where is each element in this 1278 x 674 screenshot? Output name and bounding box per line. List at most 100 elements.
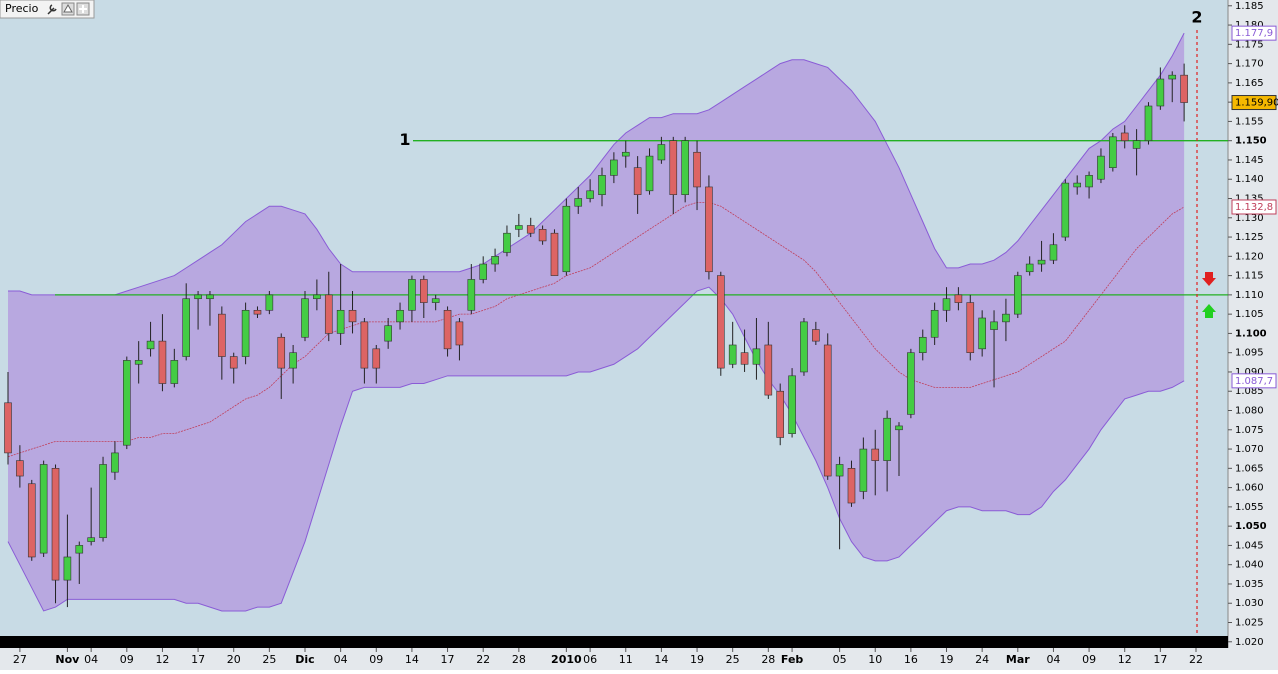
y-tick-label: 1.150: [1235, 136, 1267, 147]
x-tick-label: 10: [868, 653, 882, 666]
x-tick-label: 27: [13, 653, 27, 666]
bottom-bar: [0, 636, 1228, 648]
candle-body: [764, 344, 773, 396]
candle-body: [1025, 263, 1034, 273]
candle-body: [990, 321, 998, 330]
y-tick-label: 1.185: [1235, 1, 1264, 12]
candle-body: [396, 309, 404, 323]
candle-body: [63, 556, 72, 581]
x-tick-label: 14: [405, 653, 419, 666]
candle-body: [883, 417, 891, 461]
wrench-icon[interactable]: [47, 4, 57, 15]
x-tick-label: 16: [904, 653, 918, 666]
candle-body: [752, 348, 761, 365]
x-tick-label: 04: [1046, 653, 1060, 666]
candle-body: [681, 140, 689, 195]
y-tick-label: 1.080: [1235, 406, 1264, 417]
candle-body: [1144, 105, 1153, 141]
candle-body: [1061, 182, 1070, 238]
x-tick-label: 04: [334, 653, 348, 666]
price-tag-label: 1.177,9: [1235, 28, 1273, 39]
marker-label: 2: [1191, 8, 1202, 27]
candle-body: [942, 298, 951, 311]
price-tag: [1231, 25, 1277, 41]
x-tick-label: 28: [512, 653, 526, 666]
candle-body: [408, 279, 416, 311]
x-tick-label: 17: [191, 653, 205, 666]
candle-body: [503, 232, 511, 253]
candle-body: [134, 360, 143, 365]
x-tick-label: 04: [84, 653, 98, 666]
candle-body: [1002, 313, 1010, 323]
candle-body: [954, 294, 963, 303]
y-tick-label: 1.050: [1235, 521, 1267, 532]
y-tick-label: 1.120: [1235, 251, 1264, 262]
y-tick-label: 1.040: [1235, 560, 1264, 571]
x-tick-label: 09: [1082, 653, 1096, 666]
candle-body: [324, 294, 333, 334]
candle-body: [823, 344, 832, 477]
band-line: [7, 286, 1185, 612]
y-tick-label: 1.045: [1235, 540, 1264, 551]
candle-body: [443, 309, 452, 350]
candle-body: [146, 340, 155, 350]
candle-body: [384, 325, 392, 342]
band-line: [7, 201, 1185, 458]
candle-body: [75, 545, 84, 554]
candle-body: [455, 321, 464, 346]
y-tick-label: 1.175: [1235, 39, 1264, 50]
candle-body: [265, 294, 274, 311]
candle-body: [776, 390, 785, 438]
candle-body: [705, 186, 713, 273]
candle-body: [812, 329, 820, 342]
y-tick-label: 1.025: [1235, 618, 1264, 629]
candle-body: [1109, 136, 1117, 168]
x-tick-label: 19: [690, 653, 704, 666]
x-tick-label: 25: [262, 653, 276, 666]
axis-background: [1228, 0, 1278, 670]
x-tick-label: 12: [155, 653, 169, 666]
candle-body: [27, 483, 36, 558]
x-tick-label: 14: [654, 653, 668, 666]
candle-body: [800, 321, 808, 373]
x-tick-label: 2010: [551, 653, 582, 666]
x-tick-label: 24: [975, 653, 989, 666]
y-tick-label: 1.055: [1235, 502, 1264, 513]
candle-body: [348, 309, 357, 323]
y-tick-label: 1.030: [1235, 598, 1264, 609]
candle-body: [1120, 132, 1129, 141]
x-tick-label: Nov: [55, 653, 80, 666]
candle-body: [562, 205, 571, 273]
candle-body: [1013, 275, 1022, 315]
candle-body: [740, 352, 749, 365]
y-tick-label: 1.095: [1235, 348, 1264, 359]
candle-body: [1180, 74, 1188, 103]
candle-body: [289, 352, 297, 369]
candle-body: [716, 275, 725, 369]
candle-body: [99, 464, 107, 539]
x-tick-label: 22: [476, 653, 490, 666]
candle-body: [728, 344, 737, 365]
x-tick-label: 25: [726, 653, 740, 666]
candle-body: [859, 448, 868, 492]
y-tick-label: 1.060: [1235, 483, 1264, 494]
candle-body: [241, 309, 250, 357]
price-tag: [1231, 95, 1277, 111]
y-tick-label: 1.110: [1235, 290, 1264, 301]
date-axis-background: [0, 648, 1228, 670]
candle-body: [1132, 140, 1141, 149]
candle-body: [313, 294, 321, 300]
line-label: 1: [399, 130, 410, 149]
candle-body: [491, 256, 499, 265]
band-line: [8, 32, 1185, 296]
candle-body: [515, 225, 523, 230]
chart-title: Precio: [5, 2, 39, 15]
up-arrow: [63, 3, 73, 13]
candle-body: [978, 317, 986, 350]
candle-body: [1073, 182, 1081, 188]
x-tick-label: 28: [761, 653, 775, 666]
y-tick-label: 1.090: [1235, 367, 1264, 378]
candle-body: [895, 425, 903, 431]
x-tick-label: 09: [120, 653, 134, 666]
